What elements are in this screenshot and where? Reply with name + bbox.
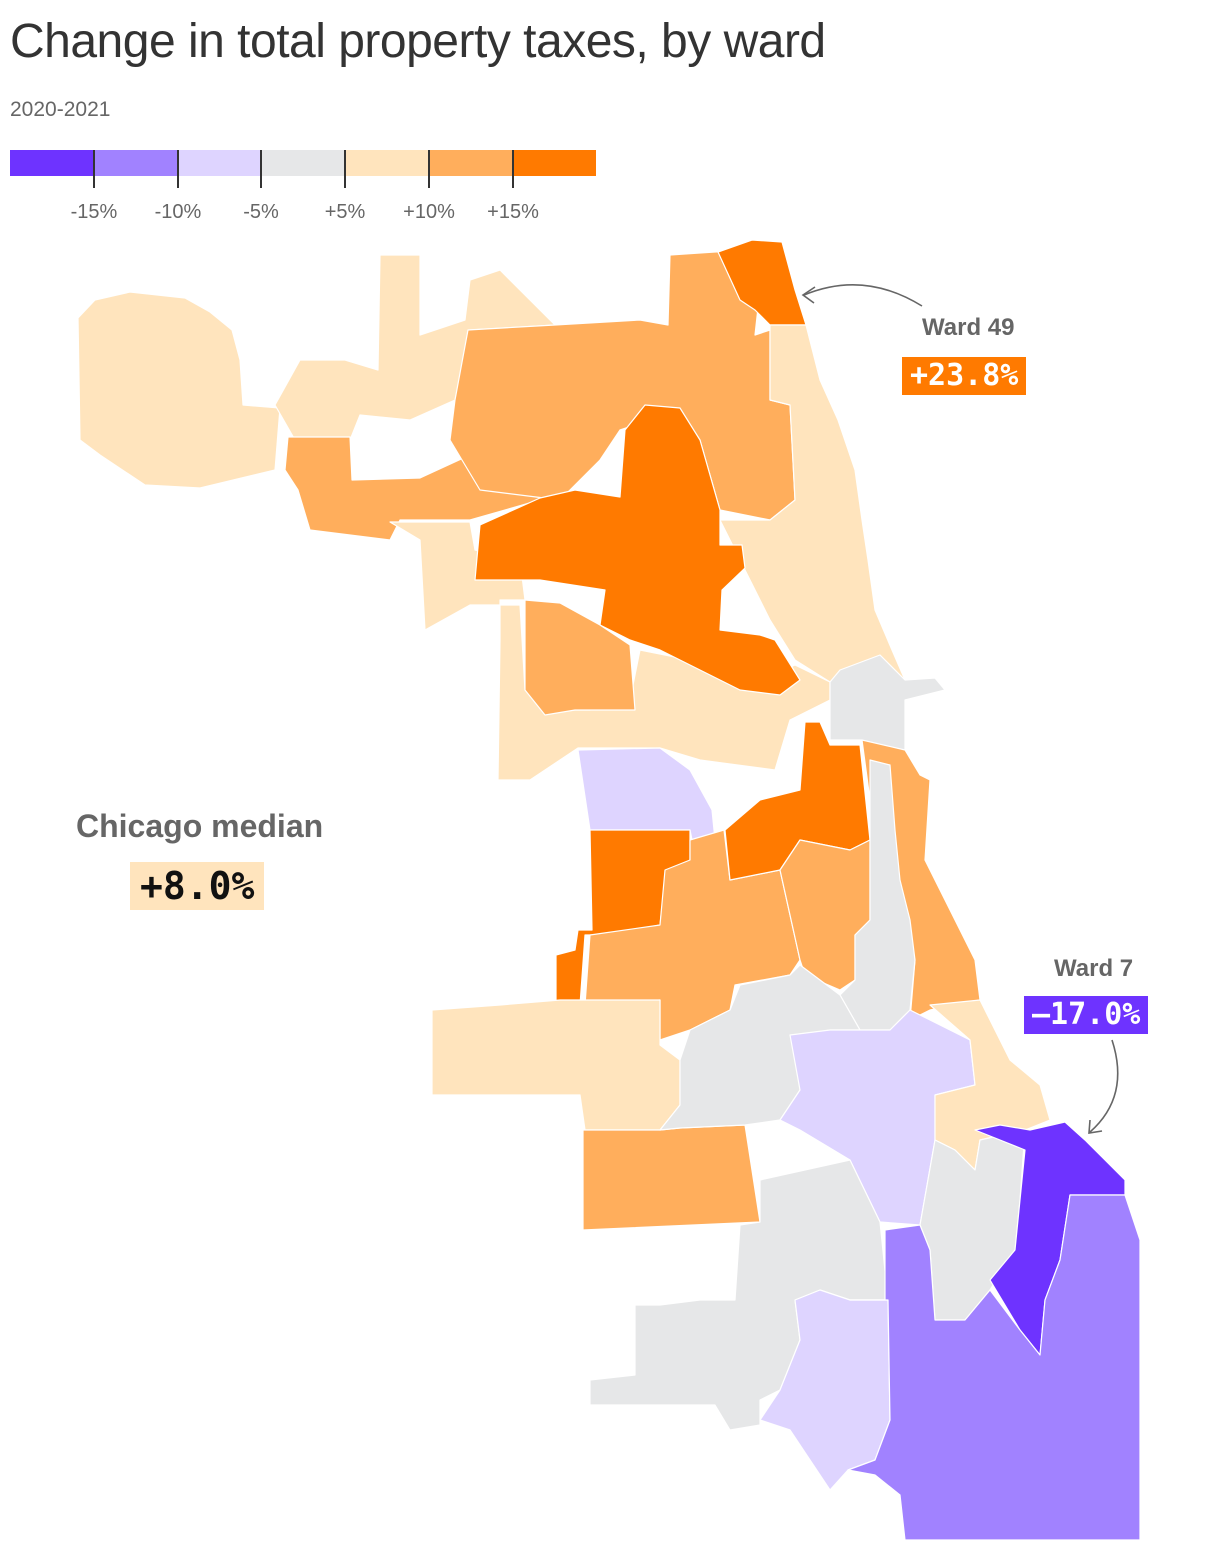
legend-swatch-3 — [177, 150, 262, 176]
legend-label: -5% — [243, 201, 279, 223]
ward49-value: +23.8% — [902, 357, 1027, 395]
ward-region-far-sw-orange — [582, 1124, 761, 1231]
ward-region-far-south-purple — [847, 1194, 1141, 1541]
legend-tick — [428, 150, 430, 188]
median-label: Chicago median — [76, 808, 324, 844]
ward49-arrowhead — [801, 286, 816, 304]
legend-swatch-6 — [428, 150, 513, 176]
page-subtitle: 2020-2021 — [10, 98, 111, 121]
ward-region-midwest-orange — [524, 599, 636, 716]
ward49-arrow — [803, 284, 923, 307]
legend-label: +5% — [324, 201, 366, 223]
page-title: Change in total property taxes, by ward — [10, 15, 826, 68]
ward7-arrowhead — [1088, 1119, 1103, 1134]
legend-swatch-5 — [344, 150, 429, 176]
legend-tick — [93, 150, 95, 188]
legend-label: -15% — [70, 201, 118, 223]
legend-tick — [344, 150, 346, 188]
ward7-arrow — [1089, 1039, 1119, 1133]
median-value: +8.0% — [130, 862, 265, 910]
legend-swatch-7 — [512, 150, 597, 176]
ward-region-loop — [829, 654, 946, 751]
legend-swatch-2 — [93, 150, 178, 176]
color-legend — [10, 150, 597, 176]
legend-tick — [512, 150, 514, 188]
legend-label: -10% — [154, 201, 202, 223]
ward-region-sw-pale — [431, 999, 681, 1131]
legend-tick — [177, 150, 179, 188]
legend-label: +15% — [487, 201, 539, 223]
ward-region-ohare — [77, 291, 281, 489]
ward49-label: Ward 49 — [922, 314, 1015, 341]
ward7-value: –17.0% — [1024, 996, 1149, 1034]
legend-label: +10% — [403, 201, 455, 223]
legend-swatch-4 — [261, 150, 345, 176]
ward-region-sw-orange — [584, 829, 801, 1041]
ward-region-nw-strip — [274, 254, 556, 441]
legend-swatch-1 — [10, 150, 94, 176]
legend-tick — [260, 150, 262, 188]
ward7-label: Ward 7 — [1054, 955, 1134, 982]
ward-region-central-orange — [474, 404, 801, 696]
